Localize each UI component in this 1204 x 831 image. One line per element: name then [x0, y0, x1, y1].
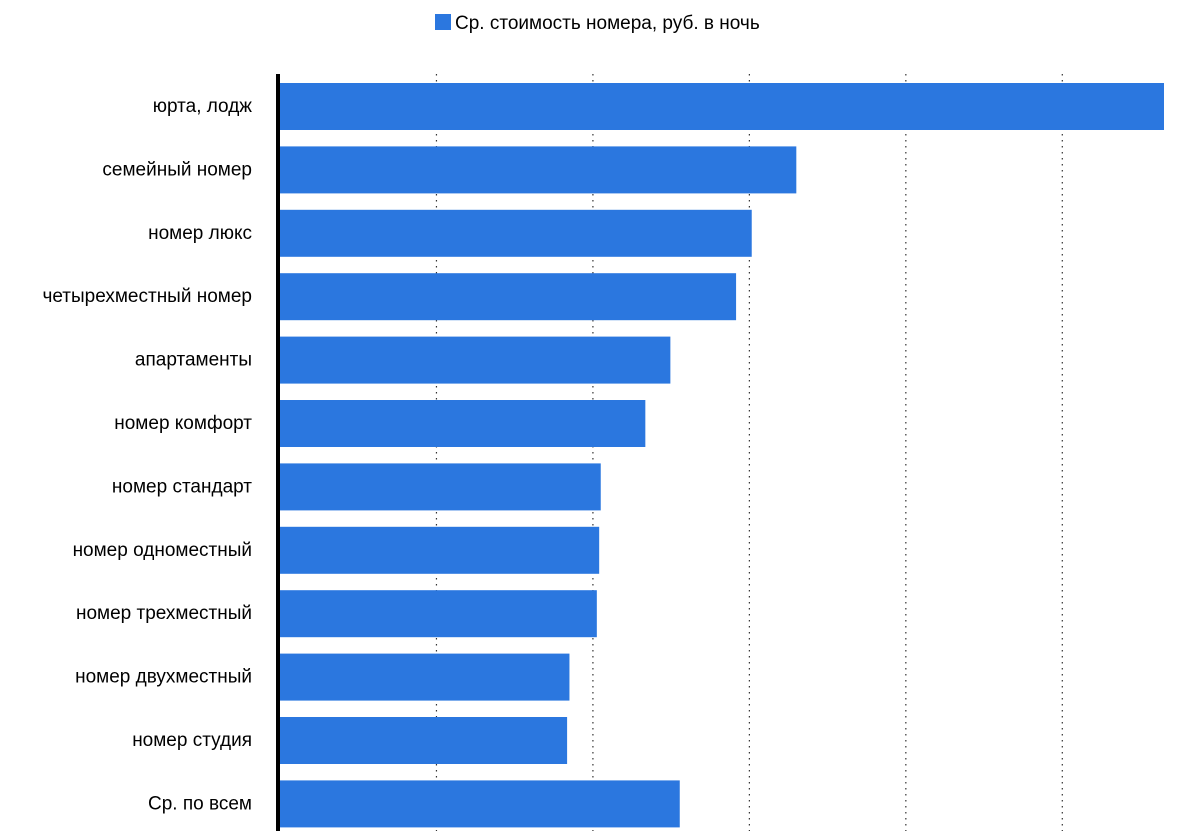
legend-swatch	[435, 14, 451, 30]
bar	[280, 780, 680, 828]
bar	[280, 273, 737, 321]
bar	[280, 653, 570, 701]
bars	[280, 83, 1164, 828]
category-labels: юрта, лодж семейный номер номер люкс четыре…	[42, 96, 252, 814]
category-label: номер двухместный	[75, 667, 252, 688]
category-label: номер одноместный	[73, 540, 252, 561]
category-label: Ср. по всем	[148, 793, 252, 814]
legend: Ср. стоимость номера, руб. в ночь	[435, 13, 760, 34]
bar	[280, 83, 1164, 130]
bar	[280, 146, 797, 194]
bar	[280, 400, 646, 447]
gridlines	[435, 74, 1063, 831]
category-label: четырехместный номер	[42, 286, 252, 307]
category-label: номер люкс	[148, 223, 252, 244]
bar	[280, 590, 597, 638]
bar	[280, 209, 752, 257]
legend-label: Ср. стоимость номера, руб. в ночь	[455, 13, 760, 34]
category-label: номер стандарт	[112, 476, 252, 497]
bar	[280, 463, 601, 511]
category-label: семейный номер	[102, 159, 252, 180]
bar	[280, 336, 671, 384]
category-label: юрта, лодж	[153, 96, 253, 117]
bar	[280, 526, 600, 574]
category-label: апартаменты	[135, 350, 252, 371]
category-label: номер студия	[132, 730, 252, 751]
bar	[280, 717, 568, 764]
category-label: номер трехместный	[76, 603, 252, 624]
category-label: номер комфорт	[114, 413, 252, 434]
